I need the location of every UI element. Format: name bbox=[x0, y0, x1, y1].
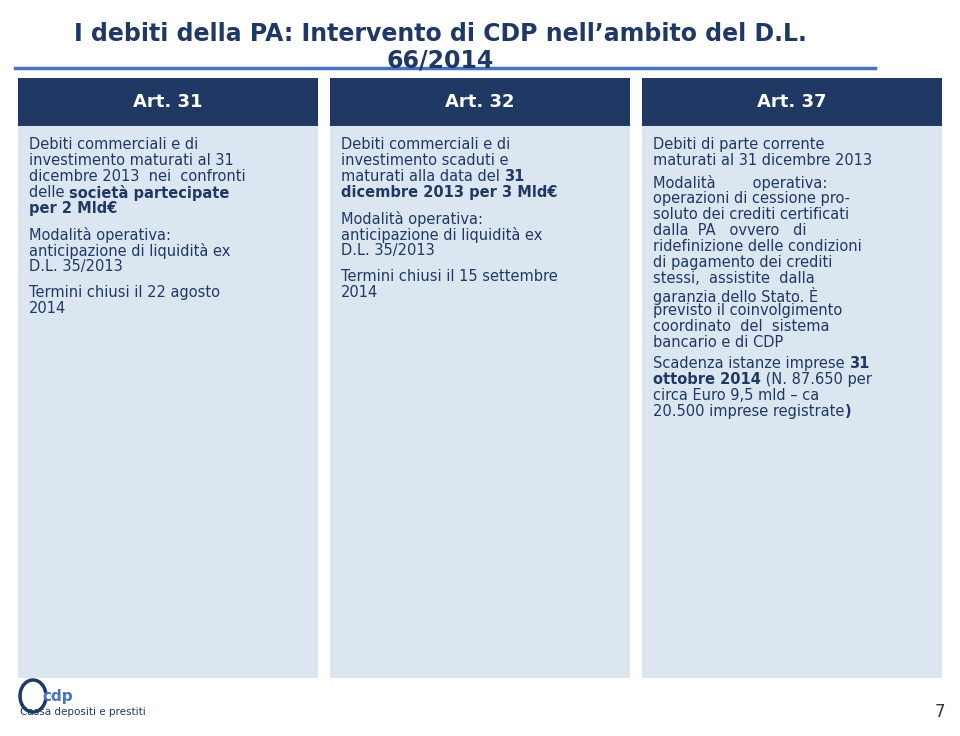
Text: circa Euro 9,5 mld – ca: circa Euro 9,5 mld – ca bbox=[653, 389, 819, 403]
FancyBboxPatch shape bbox=[18, 78, 318, 126]
Text: Cassa depositi e prestiti: Cassa depositi e prestiti bbox=[20, 707, 146, 717]
Text: Modalità operativa:: Modalità operativa: bbox=[341, 210, 483, 227]
Text: stessi,  assistite  dalla: stessi, assistite dalla bbox=[653, 271, 815, 286]
FancyBboxPatch shape bbox=[18, 126, 318, 678]
Text: previsto il coinvolgimento: previsto il coinvolgimento bbox=[653, 302, 842, 318]
Text: delle: delle bbox=[29, 185, 69, 200]
Text: D.L. 35/2013: D.L. 35/2013 bbox=[29, 259, 123, 274]
Text: dicembre 2013 per 3 Mld€: dicembre 2013 per 3 Mld€ bbox=[341, 185, 558, 200]
Text: Termini chiusi il 22 agosto: Termini chiusi il 22 agosto bbox=[29, 285, 220, 300]
Text: (N. 87.650 per: (N. 87.650 per bbox=[761, 372, 872, 387]
FancyBboxPatch shape bbox=[642, 78, 942, 126]
Text: Termini chiusi il 15 settembre: Termini chiusi il 15 settembre bbox=[341, 269, 558, 283]
Text: Art. 31: Art. 31 bbox=[133, 93, 203, 111]
Text: ridefinizione delle condizioni: ridefinizione delle condizioni bbox=[653, 238, 862, 254]
FancyBboxPatch shape bbox=[330, 126, 630, 678]
Text: 2014: 2014 bbox=[29, 300, 66, 316]
Text: Debiti di parte corrente: Debiti di parte corrente bbox=[653, 137, 825, 152]
Text: coordinato  del  sistema: coordinato del sistema bbox=[653, 319, 829, 333]
Text: 31: 31 bbox=[850, 356, 870, 372]
Text: Art. 32: Art. 32 bbox=[445, 93, 515, 111]
Text: di pagamento dei crediti: di pagamento dei crediti bbox=[653, 255, 832, 269]
Text: società partecipate: società partecipate bbox=[69, 185, 229, 201]
Text: D.L. 35/2013: D.L. 35/2013 bbox=[341, 243, 435, 258]
Text: Modalità        operativa:: Modalità operativa: bbox=[653, 175, 828, 191]
Text: operazioni di cessione pro-: operazioni di cessione pro- bbox=[653, 191, 850, 206]
Text: garanzia dello Stato. È: garanzia dello Stato. È bbox=[653, 286, 818, 305]
FancyBboxPatch shape bbox=[330, 78, 630, 126]
Text: Debiti commerciali e di: Debiti commerciali e di bbox=[29, 137, 199, 152]
Text: anticipazione di liquidità ex: anticipazione di liquidità ex bbox=[341, 227, 542, 243]
Text: cdp: cdp bbox=[42, 690, 73, 704]
FancyBboxPatch shape bbox=[642, 126, 942, 678]
Text: anticipazione di liquidità ex: anticipazione di liquidità ex bbox=[29, 243, 230, 259]
Text: dalla  PA   ovvero   di: dalla PA ovvero di bbox=[653, 223, 806, 238]
Text: 31: 31 bbox=[505, 169, 525, 184]
Text: per 2 Mld€: per 2 Mld€ bbox=[29, 201, 117, 216]
Text: Art. 37: Art. 37 bbox=[757, 93, 827, 111]
Text: I debiti della PA: Intervento di CDP nell’ambito del D.L.: I debiti della PA: Intervento di CDP nel… bbox=[74, 22, 806, 46]
Text: Modalità operativa:: Modalità operativa: bbox=[29, 227, 171, 243]
Text: 7: 7 bbox=[934, 703, 945, 721]
Text: bancario e di CDP: bancario e di CDP bbox=[653, 335, 783, 350]
Text: investimento scaduti e: investimento scaduti e bbox=[341, 153, 509, 168]
Text: 66/2014: 66/2014 bbox=[386, 48, 493, 72]
Text: dicembre 2013  nei  confronti: dicembre 2013 nei confronti bbox=[29, 169, 246, 184]
Text: 2014: 2014 bbox=[341, 285, 378, 300]
Text: Debiti commerciali e di: Debiti commerciali e di bbox=[341, 137, 511, 152]
Text: maturati alla data del: maturati alla data del bbox=[341, 169, 505, 184]
Text: investimento maturati al 31: investimento maturati al 31 bbox=[29, 153, 233, 168]
Text: 20.500 imprese registrate: 20.500 imprese registrate bbox=[653, 404, 845, 420]
Text: maturati al 31 dicembre 2013: maturati al 31 dicembre 2013 bbox=[653, 153, 872, 168]
Text: ): ) bbox=[845, 404, 851, 420]
Text: Scadenza istanze imprese: Scadenza istanze imprese bbox=[653, 356, 850, 372]
Text: soluto dei crediti certificati: soluto dei crediti certificati bbox=[653, 207, 850, 222]
Text: ottobre 2014: ottobre 2014 bbox=[653, 372, 761, 387]
